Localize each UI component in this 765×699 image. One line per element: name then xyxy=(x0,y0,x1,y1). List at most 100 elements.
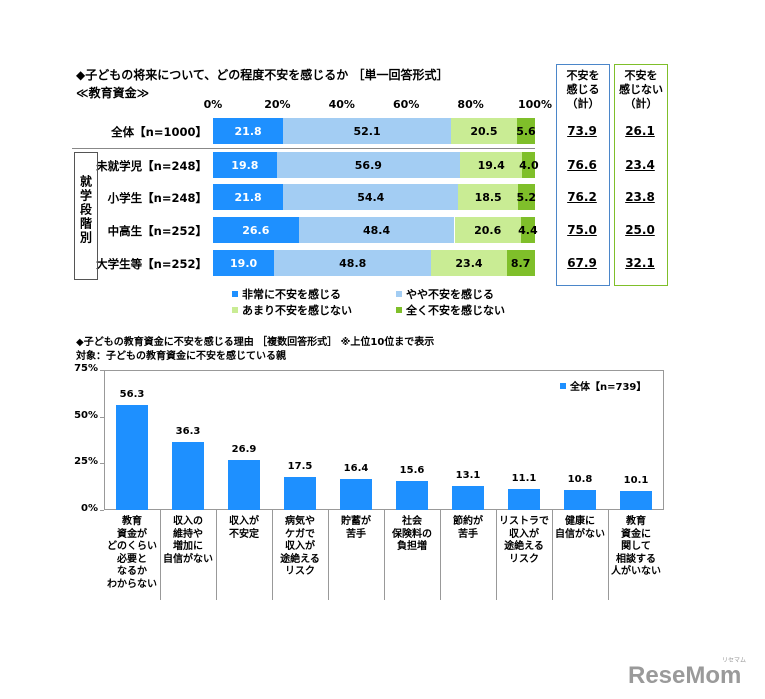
summary-column: 不安を 感じない （計） xyxy=(614,64,668,286)
bar-segment: 48.8 xyxy=(274,250,432,276)
category-label-line: 病気や xyxy=(285,516,315,527)
bar-segment: 54.4 xyxy=(283,184,459,210)
category-label-line: どのくらい xyxy=(107,541,157,552)
category-divider xyxy=(328,510,329,600)
chart1-title: ◆子どもの将来について、どの程度不安を感じるか ［単一回答形式］ xyxy=(76,68,449,82)
summary-value: 73.9 xyxy=(567,124,597,138)
category-label-line: 収入が xyxy=(285,541,315,552)
category-label-line: わからない xyxy=(107,578,157,590)
bar-segment: 18.5 xyxy=(458,184,518,210)
legend-item-1: 非常に不安を感じる xyxy=(232,286,341,302)
category-divider xyxy=(440,510,441,600)
bar xyxy=(284,477,316,510)
category-divider xyxy=(552,510,553,600)
legend-swatch xyxy=(396,291,402,297)
x-tick-label: 80% xyxy=(457,98,484,111)
category-label-line: 負担増 xyxy=(397,541,427,552)
legend-item-3: あまり不安を感じない xyxy=(232,302,352,318)
summary-value: 23.4 xyxy=(625,158,655,172)
category-label: 収入の 維持や 増加に 自信がない xyxy=(160,516,216,566)
summary-header: 不安を 感じる （計） xyxy=(557,69,609,111)
bar xyxy=(340,479,372,510)
summary-value: 67.9 xyxy=(567,256,597,270)
bar xyxy=(564,489,596,510)
category-label-line: 苦手 xyxy=(346,528,366,540)
chart1-legend: 非常に不安を感じる やや不安を感じる あまり不安を感じない 全く不安を感じない xyxy=(232,286,532,320)
bar-segment: 56.9 xyxy=(276,152,460,178)
legend-swatch xyxy=(396,307,402,313)
y-tick-mark xyxy=(100,416,104,418)
summary-header-line: （計） xyxy=(624,97,658,110)
row-label: 中高生【n=252】 xyxy=(107,224,207,238)
category-label: 社会 保険料の 負担増 xyxy=(384,516,440,554)
row-label: 全体【n=1000】 xyxy=(111,125,207,139)
summary-value: 25.0 xyxy=(625,223,655,237)
category-label-line: 教育 xyxy=(122,516,142,527)
category-label-line: 増加に xyxy=(173,541,203,552)
chart1-subtitle: ≪教育資金≫ xyxy=(76,86,150,100)
category-divider xyxy=(216,510,217,600)
bar-segment: 4.4 xyxy=(518,217,538,243)
category-label-line: リストラで xyxy=(499,516,549,527)
category-divider xyxy=(272,510,273,600)
x-tick-label: 40% xyxy=(328,98,355,111)
bar-value-label: 36.3 xyxy=(175,426,201,438)
category-label-line: 資金が xyxy=(117,528,147,540)
bar-value-label: 15.6 xyxy=(399,464,425,476)
category-label-line: ケガで xyxy=(285,528,315,540)
category-label-line: 関して xyxy=(621,541,651,552)
plot-frame xyxy=(104,370,664,510)
category-label-line: 貯蓄が xyxy=(341,516,371,527)
summary-value: 76.6 xyxy=(567,158,597,172)
bar xyxy=(396,480,428,510)
category-label: 節約が 苦手 xyxy=(440,516,496,541)
category-label-line: 自信がない xyxy=(555,528,605,540)
category-label: 教育 資金が どのくらい 必要と なるか わからない xyxy=(104,516,160,591)
separator-line xyxy=(72,148,535,149)
legend-item-2: やや不安を感じる xyxy=(396,286,494,302)
category-label-line: 教育 xyxy=(626,516,646,527)
group-label: 就学段階別 xyxy=(78,175,93,245)
bar-segment: 52.1 xyxy=(283,118,451,144)
bar-segment: 20.5 xyxy=(450,118,517,144)
summary-value: 32.1 xyxy=(625,256,655,270)
bar-value-label: 10.8 xyxy=(567,473,593,485)
category-label-line: 苦手 xyxy=(458,528,478,540)
chart2-title: ◆子どもの教育資金に不安を感じる理由 ［複数回答形式］ ※上位10位まで表示 xyxy=(76,337,435,348)
bar xyxy=(508,489,540,510)
category-label-line: 収入が xyxy=(229,516,259,527)
category-divider xyxy=(384,510,385,600)
legend-swatch xyxy=(232,307,238,313)
y-tick-label: 25% xyxy=(74,456,98,468)
legend-swatch xyxy=(232,291,238,297)
bar-value-label: 26.9 xyxy=(231,443,257,455)
row-label: 小学生【n=248】 xyxy=(107,191,207,205)
category-label-line: 収入が xyxy=(509,528,539,540)
y-tick-label: 50% xyxy=(74,409,98,421)
chart2-subtitle: 対象：子どもの教育資金に不安を感じている親 xyxy=(76,351,286,362)
category-label-line: 維持や xyxy=(173,528,203,540)
bar-segment: 23.4 xyxy=(431,250,507,276)
category-label-line: 途絶える xyxy=(504,541,544,552)
bar-segment: 26.6 xyxy=(213,217,299,243)
category-label-line: 人がいない xyxy=(611,566,661,577)
bar-segment: 21.8 xyxy=(213,184,284,210)
category-label-line: 節約が xyxy=(453,516,483,527)
category-label: 健康に 自信がない xyxy=(552,516,608,541)
category-label-line: 必要と xyxy=(117,553,147,565)
category-label-line: 収入の xyxy=(173,516,203,527)
summary-value: 75.0 xyxy=(567,223,597,237)
summary-value: 23.8 xyxy=(625,190,655,204)
bar-value-label: 56.3 xyxy=(119,388,145,400)
bar-segment: 19.8 xyxy=(213,152,277,178)
y-tick-label: 0% xyxy=(81,503,98,514)
bar-value-label: 17.5 xyxy=(287,461,313,473)
summary-header-line: 不安を xyxy=(624,69,658,82)
bar-segment: 20.6 xyxy=(454,217,521,243)
x-tick-label: 60% xyxy=(393,98,420,111)
row-label: 未就学児【n=248】 xyxy=(96,159,207,173)
y-tick-label: 75% xyxy=(74,363,98,374)
legend-item-4: 全く不安を感じない xyxy=(396,302,505,318)
y-tick-mark xyxy=(100,463,104,465)
category-label-line: 保険料の xyxy=(392,528,432,540)
